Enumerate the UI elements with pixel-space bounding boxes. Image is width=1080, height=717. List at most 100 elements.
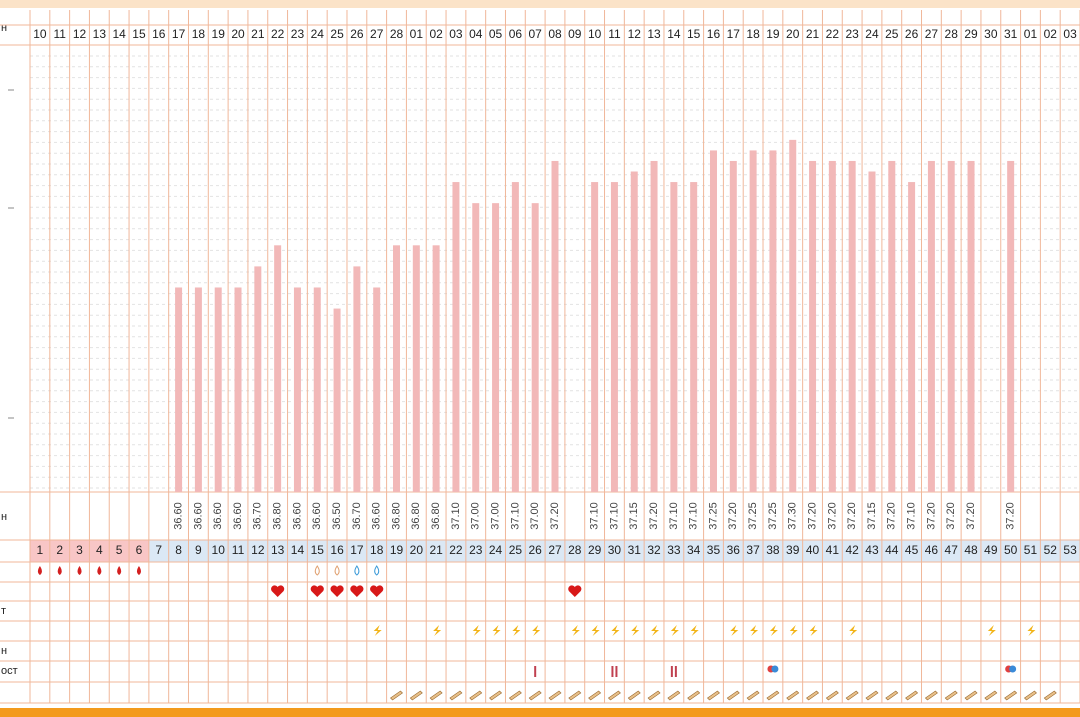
cycle-day-cell [822,540,843,562]
cycle-day-label: 39 [786,543,800,557]
bar [947,160,955,492]
value-label: 36.80 [272,502,284,530]
cycle-day-label: 36 [727,543,741,557]
cycle-day-label: 21 [429,543,443,557]
value-label: 36.70 [351,502,363,530]
bottom-strip [0,708,1080,717]
cycle-day-label: 2 [56,543,63,557]
x-tick-label: 16 [707,27,721,41]
cycle-day-label: 45 [905,543,919,557]
cycle-day-label: 43 [865,543,879,557]
heart-icon [370,585,384,597]
value-label: 37.10 [589,502,601,530]
x-tick-label: 03 [449,27,463,41]
row-label: н [1,511,7,523]
value-label: 36.80 [390,502,402,530]
value-label: 37.10 [509,502,521,530]
value-label: 37.25 [707,502,719,530]
heart-icon [330,585,344,597]
x-tick-label: 19 [212,27,226,41]
pencil-icon [984,690,998,701]
value-label: 37.25 [767,502,779,530]
cycle-day-label: 46 [925,543,939,557]
x-tick-label: 24 [311,27,325,41]
cycle-day-label: 3 [76,543,83,557]
cycle-day-cell [862,540,882,562]
blood-drop-icon [117,566,122,575]
bar [709,150,717,492]
x-tick-label: 01 [410,27,424,41]
bar [274,245,282,492]
lightning-icon [987,625,996,636]
x-tick-label: 02 [1044,27,1058,41]
blood-drop-icon [97,566,102,575]
bar [690,182,698,492]
bar [769,150,777,492]
pencil-icon [766,690,780,701]
value-label: 36.50 [331,502,343,530]
cycle-day-cell [1040,540,1061,562]
value-label: 36.60 [232,502,244,530]
value-label: 36.70 [252,502,264,530]
pencil-icon [449,690,463,701]
pencil-icon [627,690,641,701]
cycle-day-cell [842,540,863,562]
lightning-icon [849,625,858,636]
cycle-day-label: 37 [746,543,760,557]
value-label: 36.60 [371,502,383,530]
cycle-day-label: 35 [707,543,721,557]
x-tick-label: 25 [885,27,899,41]
x-tick-label: 13 [93,27,107,41]
cycle-day-cell [287,540,308,562]
heart-icon [568,585,582,597]
cycle-day-cell [624,540,645,562]
cycle-day-label: 38 [766,543,780,557]
blood-drop-icon [77,566,82,575]
cycle-day-cell [644,540,664,562]
cycle-day-label: 1 [37,543,44,557]
pencil-icon [469,690,483,701]
pencil-icon [806,690,820,701]
x-tick-label: 17 [727,27,741,41]
bar [551,160,559,492]
blood-drop-icon [136,566,141,575]
x-tick-label: 20 [786,27,800,41]
x-tick-label: 07 [529,27,543,41]
pencil-icon [845,690,859,701]
pencil-icon [548,690,562,701]
bar [432,245,440,492]
x-tick-label: 06 [509,27,523,41]
lightning-icon [769,625,778,636]
pencil-icon [429,690,443,701]
cycle-day-cell [505,540,526,562]
cycle-day-label: 27 [548,543,562,557]
bar [729,160,737,492]
cycle-day-cell [782,540,803,562]
x-tick-label: 31 [1004,27,1018,41]
value-label: 37.10 [906,502,918,530]
cycle-day-cell [168,540,189,562]
value-label: 37.00 [470,502,482,530]
x-tick-label: 27 [370,27,384,41]
bar [393,245,401,492]
value-label: 37.10 [688,502,700,530]
bar [1007,160,1015,492]
pencil-icon [489,690,503,701]
cycle-day-cell [802,540,823,562]
cycle-day-label: 42 [845,543,859,557]
x-tick-label: 25 [330,27,344,41]
cycle-day-label: 12 [251,543,265,557]
value-label: 37.20 [965,502,977,530]
x-tick-label: 05 [489,27,503,41]
bar [789,139,797,492]
x-tick-label: 23 [845,27,859,41]
cycle-day-label: 32 [647,543,661,557]
x-tick-label: 23 [291,27,305,41]
cycle-day-cell [703,540,724,562]
x-tick-label: 12 [73,27,87,41]
pencil-icon [409,690,423,701]
value-label: 36.60 [172,502,184,530]
cycle-day-cell [69,540,90,562]
cycle-day-cell [663,540,684,562]
